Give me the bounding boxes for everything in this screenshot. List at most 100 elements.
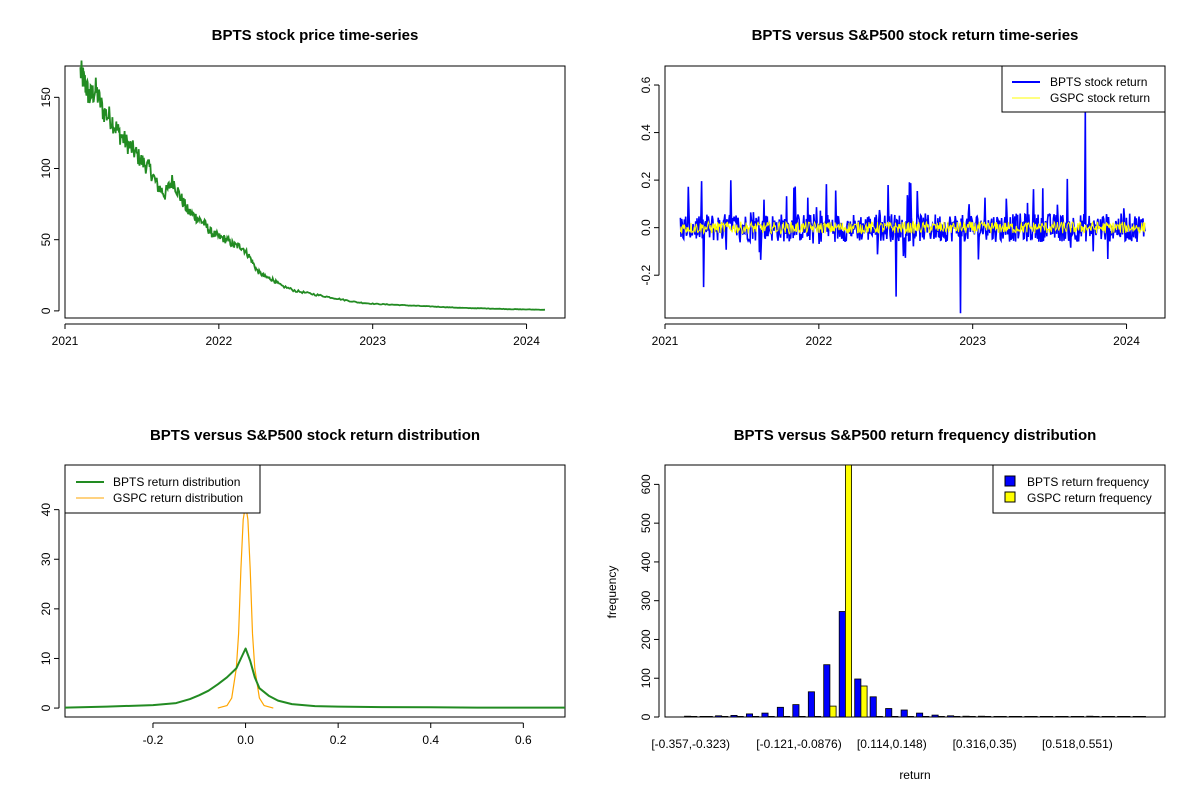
bpts-frequency-bar xyxy=(1086,715,1094,718)
plot-area xyxy=(679,108,1146,314)
price-series-line xyxy=(79,60,546,311)
y-tick-label: 100 xyxy=(39,158,53,178)
x-tick-label: [-0.121,-0.0876) xyxy=(756,737,841,751)
x-tick-label: 2022 xyxy=(205,334,232,348)
bpts-frequency-bar xyxy=(993,716,1001,718)
bpts-frequency-bar xyxy=(916,712,924,718)
y-axis: 0 50 100 150 xyxy=(39,87,60,314)
plot-frame xyxy=(64,464,566,718)
bpts-frequency-bar xyxy=(1101,716,1109,718)
gspc-frequency-bar xyxy=(891,716,899,718)
legend-label-gspc: GSPC return distribution xyxy=(113,491,243,505)
y-tick-label: 300 xyxy=(639,590,653,610)
y-tick-label: 40 xyxy=(39,503,53,517)
chart-title: BPTS stock price time-series xyxy=(212,27,419,44)
y-tick-label: 0.6 xyxy=(639,76,653,93)
gspc-frequency-bar xyxy=(1061,716,1069,718)
bpts-frequency-bar xyxy=(684,715,692,718)
legend: BPTS return frequency GSPC return freque… xyxy=(992,464,1166,514)
bpts-frequency-bar xyxy=(699,716,707,718)
legend: BPTS return distribution GSPC return dis… xyxy=(64,464,261,514)
y-tick-label: 10 xyxy=(39,651,53,665)
gspc-frequency-bar xyxy=(1030,716,1038,718)
y-tick-label: 0 xyxy=(639,713,653,720)
plot-area xyxy=(684,464,1146,718)
gspc-frequency-bar xyxy=(1077,716,1085,718)
x-tick-label: 2023 xyxy=(959,334,986,348)
bpts-frequency-bar xyxy=(931,714,939,718)
legend-box xyxy=(992,464,1166,514)
plot-area xyxy=(79,60,546,311)
y-axis: 0 100 200 300 400 500 600 xyxy=(639,474,660,720)
legend-label-bpts: BPTS return frequency xyxy=(1027,475,1149,489)
y-tick-label: 50 xyxy=(39,233,53,247)
bpts-frequency-bar xyxy=(1117,716,1125,718)
gspc-frequency-bar xyxy=(845,464,853,718)
gspc-frequency-bar xyxy=(1046,716,1054,718)
y-tick-label: -0.2 xyxy=(639,265,653,286)
chart-title: BPTS versus S&P500 stock return time-ser… xyxy=(752,27,1079,44)
bpts-frequency-bar xyxy=(715,715,723,718)
x-tick-label: [-0.357,-0.323) xyxy=(651,737,730,751)
bpts-frequency-bar xyxy=(869,696,877,718)
legend-swatch-gspc xyxy=(1004,491,1016,503)
legend-label-bpts: BPTS return distribution xyxy=(113,475,240,489)
panel-return-distribution: BPTS versus S&P500 stock return distribu… xyxy=(39,427,566,747)
x-axis: -0.2 0.0 0.2 0.4 0.6 xyxy=(143,722,532,747)
x-axis-label: return xyxy=(899,768,930,782)
x-tick-label: 0.6 xyxy=(515,733,532,747)
gspc-frequency-bar xyxy=(690,716,698,718)
gspc-frequency-bar xyxy=(860,685,868,718)
x-axis: 2021 2022 2023 2024 xyxy=(652,323,1140,348)
x-tick-label: 2024 xyxy=(513,334,540,348)
chart-title: BPTS versus S&P500 return frequency dist… xyxy=(734,427,1097,444)
gspc-frequency-bar xyxy=(767,716,775,718)
panel-return-frequency: BPTS versus S&P500 return frequency dist… xyxy=(605,427,1166,782)
gspc-frequency-bar xyxy=(968,716,976,718)
legend-box xyxy=(64,464,261,514)
gspc-frequency-bar xyxy=(1138,716,1146,718)
x-tick-label: 2024 xyxy=(1113,334,1140,348)
x-tick-label: 0.4 xyxy=(422,733,439,747)
gspc-frequency-bar xyxy=(798,716,806,718)
y-axis-label: frequency xyxy=(605,566,619,619)
gspc-frequency-bar xyxy=(1123,716,1131,718)
bpts-frequency-bar xyxy=(776,706,784,718)
bpts-frequency-bar xyxy=(1024,716,1032,718)
bpts-frequency-bar xyxy=(746,713,754,718)
chart-title: BPTS versus S&P500 stock return distribu… xyxy=(150,427,480,444)
panel-return-timeseries: BPTS versus S&P500 stock return time-ser… xyxy=(639,27,1166,348)
bpts-frequency-bar xyxy=(1070,716,1078,718)
x-tick-label: 2021 xyxy=(652,334,679,348)
bpts-frequency-bar xyxy=(823,664,831,718)
plot-frame xyxy=(664,65,1166,319)
x-tick-label: [0.518,0.551) xyxy=(1042,737,1113,751)
legend-label-gspc: GSPC stock return xyxy=(1050,91,1150,105)
legend-label-gspc: GSPC return frequency xyxy=(1027,491,1152,505)
bpts-frequency-bar xyxy=(807,691,815,718)
bpts-frequency-bar xyxy=(1055,716,1063,718)
x-tick-label: 0.2 xyxy=(330,733,347,747)
gspc-frequency-bar xyxy=(1015,716,1023,718)
gspc-frequency-bar xyxy=(1092,716,1100,718)
y-tick-label: 0.4 xyxy=(639,124,653,141)
bpts-frequency-bar xyxy=(730,715,738,718)
bpts-return-line xyxy=(679,108,1146,314)
bpts-frequency-bar xyxy=(1132,716,1140,718)
legend-swatch-bpts xyxy=(1004,475,1016,487)
gspc-frequency-bar xyxy=(829,705,837,718)
y-axis: 0 10 20 30 40 xyxy=(39,503,60,711)
gspc-frequency-bar xyxy=(922,716,930,718)
gspc-frequency-bar xyxy=(736,716,744,718)
y-tick-label: 0.2 xyxy=(639,171,653,188)
bpts-frequency-bar xyxy=(900,709,908,718)
gspc-frequency-bar xyxy=(814,716,822,718)
gspc-frequency-bar xyxy=(752,716,760,718)
bpts-frequency-bar xyxy=(792,704,800,718)
plot-frame xyxy=(64,65,566,319)
x-tick-label: 0.0 xyxy=(237,733,254,747)
gspc-frequency-bar xyxy=(875,716,883,718)
y-tick-label: 20 xyxy=(39,602,53,616)
x-tick-label: 2022 xyxy=(805,334,832,348)
